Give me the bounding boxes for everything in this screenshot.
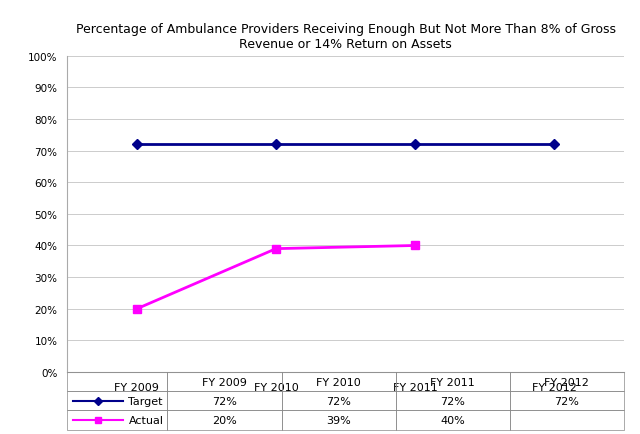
Title: Percentage of Ambulance Providers Receiving Enough But Not More Than 8% of Gross: Percentage of Ambulance Providers Receiv… [76,23,616,51]
Text: FY 2012: FY 2012 [545,377,589,387]
Text: Actual: Actual [129,415,163,425]
Text: FY 2009: FY 2009 [202,377,247,387]
Text: 72%: 72% [440,396,465,406]
Text: 40%: 40% [440,415,465,425]
Text: FY 2010: FY 2010 [316,377,361,387]
Text: Target: Target [129,396,163,406]
Text: 39%: 39% [326,415,351,425]
Text: 72%: 72% [554,396,579,406]
Text: 72%: 72% [212,396,237,406]
Text: FY 2011: FY 2011 [431,377,475,387]
Text: 72%: 72% [326,396,351,406]
Text: 20%: 20% [212,415,237,425]
